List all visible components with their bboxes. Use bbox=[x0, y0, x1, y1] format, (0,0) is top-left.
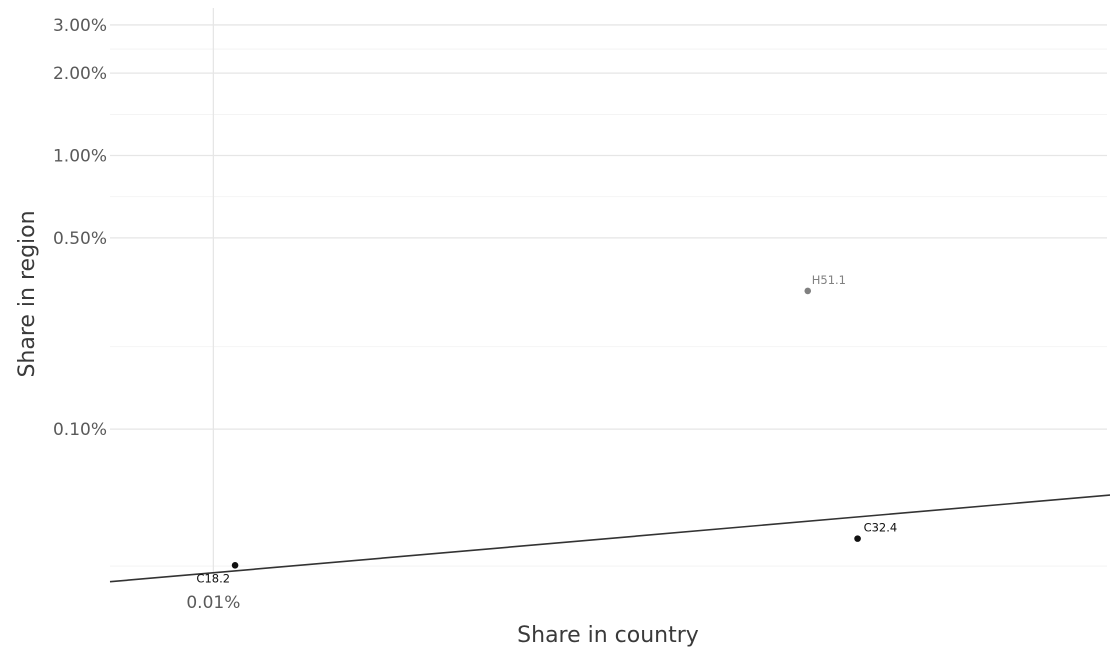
point-c18-2 bbox=[231, 562, 239, 569]
y-tick-label: 0.50% bbox=[53, 229, 107, 249]
y-tick-label: 3.00% bbox=[53, 16, 107, 36]
y-tick-label: 2.00% bbox=[53, 64, 107, 84]
label-c18-2: C18.2 bbox=[196, 571, 230, 585]
y-tick-label: 1.00% bbox=[53, 147, 107, 167]
label-h51-1: H51.1 bbox=[812, 273, 846, 287]
y-axis-ticks: 0.10% 0.50% 1.00% 2.00% 3.00% bbox=[53, 16, 107, 440]
fit-line bbox=[109, 494, 1110, 583]
y-tick-label: 0.10% bbox=[53, 420, 107, 440]
point-h51-1 bbox=[804, 287, 812, 295]
label-c32-4: C32.4 bbox=[864, 521, 898, 535]
gridlines bbox=[110, 8, 1107, 580]
point-c32-4 bbox=[854, 535, 861, 542]
data-points bbox=[231, 287, 861, 569]
y-axis-title: Share in region bbox=[15, 210, 40, 377]
x-axis-ticks: 0.01%0.10%0.50%1.00%2.00% bbox=[186, 593, 240, 613]
data-labels: G46.4G46.9H52.2H49.3H49.4G46.3G46.7G45.1… bbox=[196, 273, 898, 585]
x-tick-label: 0.01% bbox=[186, 593, 240, 613]
x-axis-title: Share in country bbox=[517, 623, 699, 648]
